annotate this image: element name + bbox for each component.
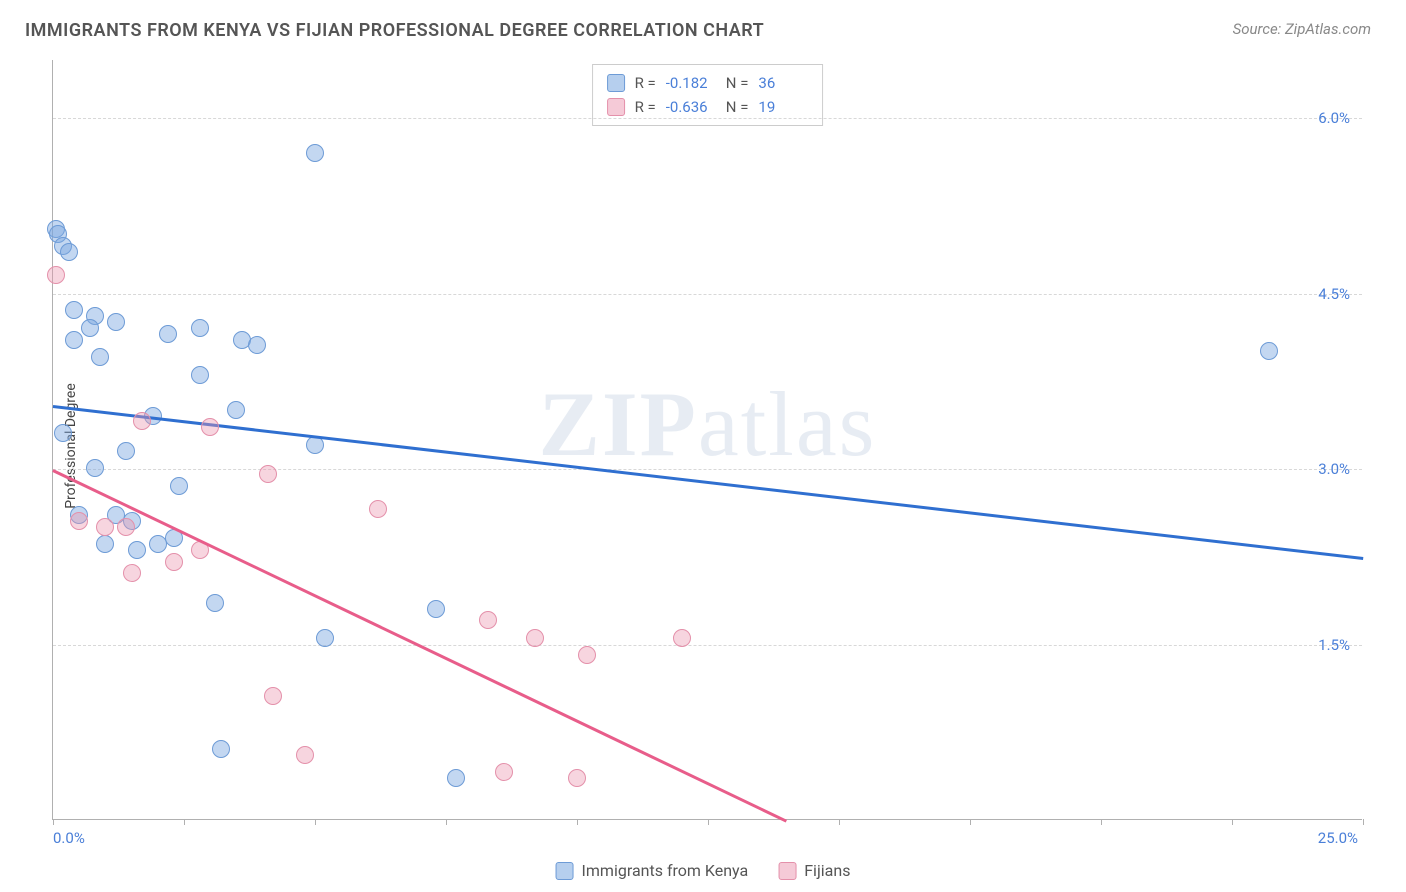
series-legend: Immigrants from Kenya Fijians bbox=[556, 861, 851, 880]
scatter-point-fijians bbox=[47, 266, 65, 284]
y-tick-label: 6.0% bbox=[1318, 109, 1350, 127]
scatter-point-kenya bbox=[91, 348, 109, 366]
gridline bbox=[53, 118, 1362, 119]
scatter-point-fijians bbox=[70, 512, 88, 530]
gridline bbox=[53, 294, 1362, 295]
scatter-point-fijians bbox=[495, 763, 513, 781]
scatter-point-fijians bbox=[201, 418, 219, 436]
chart-header: IMMIGRANTS FROM KENYA VS FIJIAN PROFESSI… bbox=[0, 0, 1406, 51]
scatter-point-fijians bbox=[117, 518, 135, 536]
scatter-point-fijians bbox=[259, 465, 277, 483]
scatter-point-kenya bbox=[96, 535, 114, 553]
swatch-kenya bbox=[607, 74, 625, 92]
x-tick bbox=[577, 819, 578, 825]
scatter-point-fijians bbox=[369, 500, 387, 518]
scatter-point-fijians bbox=[296, 746, 314, 764]
legend-item-fijians: Fijians bbox=[778, 861, 850, 880]
y-tick-label: 4.5% bbox=[1318, 285, 1350, 303]
gridline bbox=[53, 469, 1362, 470]
scatter-point-fijians bbox=[264, 687, 282, 705]
watermark: ZIPatlas bbox=[539, 371, 877, 477]
scatter-point-kenya bbox=[227, 401, 245, 419]
scatter-point-kenya bbox=[65, 301, 83, 319]
x-tick bbox=[1363, 819, 1364, 825]
scatter-point-kenya bbox=[170, 477, 188, 495]
scatter-point-kenya bbox=[191, 366, 209, 384]
x-tick-label-min: 0.0% bbox=[53, 829, 85, 847]
scatter-point-kenya bbox=[54, 424, 72, 442]
swatch-fijians bbox=[778, 862, 796, 880]
correlation-row-kenya: R = -0.182 N = 36 bbox=[607, 71, 809, 95]
scatter-point-kenya bbox=[191, 319, 209, 337]
legend-item-kenya: Immigrants from Kenya bbox=[556, 861, 749, 880]
swatch-kenya bbox=[556, 862, 574, 880]
x-tick bbox=[708, 819, 709, 825]
scatter-point-fijians bbox=[133, 412, 151, 430]
correlation-legend: R = -0.182 N = 36 R = -0.636 N = 19 bbox=[592, 64, 824, 126]
scatter-point-kenya bbox=[117, 442, 135, 460]
trendline-kenya bbox=[53, 405, 1363, 559]
scatter-point-kenya bbox=[248, 336, 266, 354]
scatter-point-fijians bbox=[479, 611, 497, 629]
x-tick bbox=[184, 819, 185, 825]
scatter-point-kenya bbox=[316, 629, 334, 647]
gridline bbox=[53, 645, 1362, 646]
scatter-point-kenya bbox=[128, 541, 146, 559]
scatter-point-kenya bbox=[212, 740, 230, 758]
chart-title: IMMIGRANTS FROM KENYA VS FIJIAN PROFESSI… bbox=[25, 20, 764, 41]
scatter-point-kenya bbox=[107, 313, 125, 331]
scatter-point-fijians bbox=[123, 564, 141, 582]
chart-source: Source: ZipAtlas.com bbox=[1233, 20, 1371, 38]
x-tick-label-max: 25.0% bbox=[1318, 829, 1358, 847]
scatter-chart: ZIPatlas R = -0.182 N = 36 R = -0.636 N … bbox=[52, 60, 1362, 820]
x-tick bbox=[315, 819, 316, 825]
swatch-fijians bbox=[607, 98, 625, 116]
y-tick-label: 1.5% bbox=[1318, 636, 1350, 654]
scatter-point-kenya bbox=[427, 600, 445, 618]
correlation-row-fijians: R = -0.636 N = 19 bbox=[607, 95, 809, 119]
x-tick bbox=[53, 819, 54, 825]
scatter-point-kenya bbox=[1260, 342, 1278, 360]
x-tick bbox=[1232, 819, 1233, 825]
scatter-point-fijians bbox=[568, 769, 586, 787]
scatter-point-kenya bbox=[60, 243, 78, 261]
scatter-point-kenya bbox=[447, 769, 465, 787]
scatter-point-kenya bbox=[206, 594, 224, 612]
scatter-point-kenya bbox=[306, 144, 324, 162]
scatter-point-fijians bbox=[96, 518, 114, 536]
legend-label: Immigrants from Kenya bbox=[582, 861, 749, 880]
x-tick bbox=[839, 819, 840, 825]
scatter-point-kenya bbox=[65, 331, 83, 349]
scatter-point-fijians bbox=[578, 646, 596, 664]
scatter-point-kenya bbox=[159, 325, 177, 343]
scatter-point-fijians bbox=[673, 629, 691, 647]
scatter-point-fijians bbox=[165, 553, 183, 571]
x-tick bbox=[446, 819, 447, 825]
y-tick-label: 3.0% bbox=[1318, 460, 1350, 478]
legend-label: Fijians bbox=[804, 861, 850, 880]
scatter-point-kenya bbox=[86, 459, 104, 477]
x-tick bbox=[1101, 819, 1102, 825]
scatter-point-fijians bbox=[526, 629, 544, 647]
x-tick bbox=[970, 819, 971, 825]
scatter-point-kenya bbox=[81, 319, 99, 337]
